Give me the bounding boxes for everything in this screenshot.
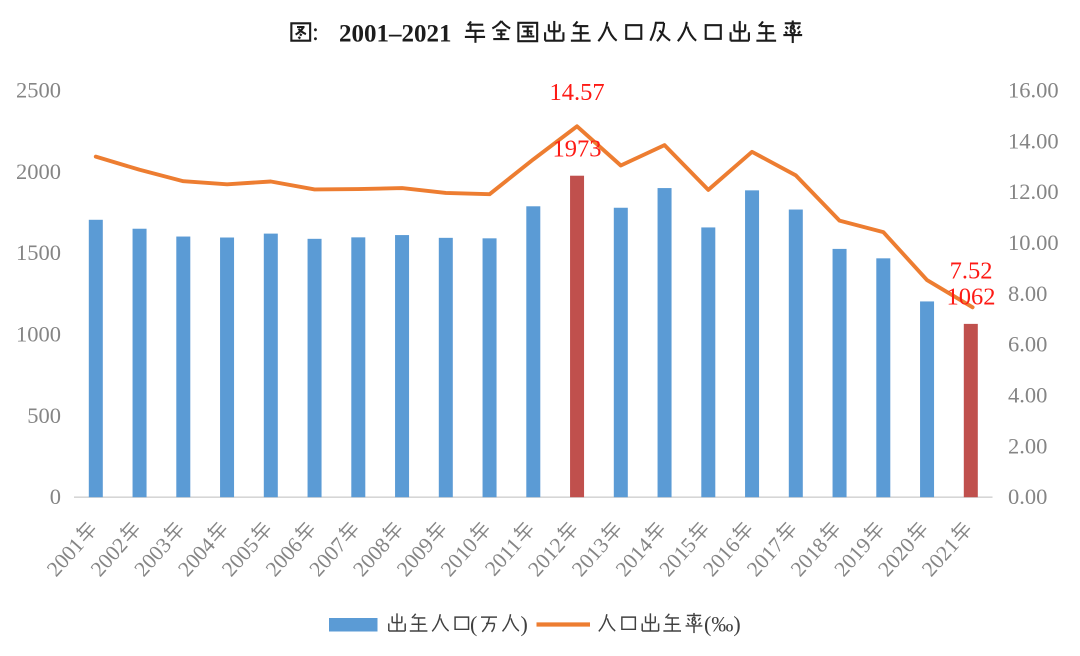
- svg-text:6.00: 6.00: [1008, 332, 1047, 357]
- svg-text:0.00: 0.00: [1008, 484, 1047, 509]
- svg-text:1000: 1000: [16, 322, 61, 347]
- svg-text:1500: 1500: [16, 240, 61, 265]
- svg-text:12.00: 12.00: [1008, 179, 1059, 204]
- svg-text::: :: [312, 19, 319, 46]
- svg-text:7.52: 7.52: [950, 258, 993, 285]
- svg-text:1973: 1973: [553, 136, 602, 163]
- svg-text:(‰): (‰): [704, 612, 741, 637]
- svg-text:(: (: [470, 612, 477, 637]
- svg-text:10.00: 10.00: [1008, 230, 1059, 255]
- svg-text:14.00: 14.00: [1008, 128, 1059, 153]
- svg-text:2500: 2500: [16, 78, 61, 103]
- svg-text:4.00: 4.00: [1008, 383, 1047, 408]
- svg-text:2.00: 2.00: [1008, 433, 1047, 458]
- svg-text:0: 0: [50, 484, 61, 509]
- svg-text:500: 500: [27, 403, 61, 428]
- svg-text:2001–2021: 2001–2021: [339, 21, 452, 48]
- svg-text:16.00: 16.00: [1008, 78, 1059, 103]
- svg-text:2000: 2000: [16, 159, 61, 184]
- svg-text:14.57: 14.57: [549, 79, 604, 106]
- svg-text:8.00: 8.00: [1008, 281, 1047, 306]
- svg-text:): ): [521, 612, 528, 637]
- svg-text:1062: 1062: [947, 284, 996, 311]
